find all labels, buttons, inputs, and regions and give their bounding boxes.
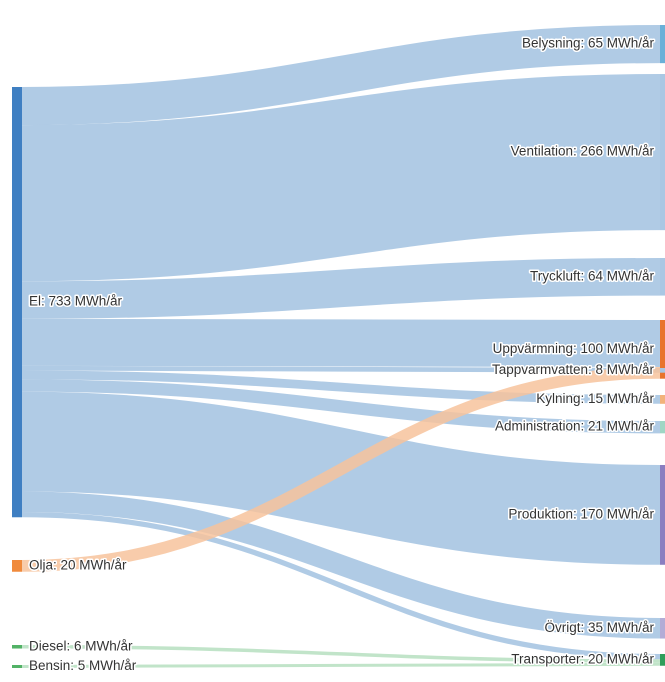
label-belysning: Belysning: 65 MWh/år: [522, 36, 655, 51]
node-administration: [660, 421, 665, 434]
link-bensin-transporter: [21, 662, 661, 668]
label-el: El: 733 MWh/år: [29, 294, 123, 309]
label-kylning: Kylning: 15 MWh/år: [536, 391, 654, 406]
links-layer: [21, 25, 661, 668]
label-produktion: Produktion: 170 MWh/år: [508, 506, 654, 521]
node-transporter: [660, 654, 665, 666]
label-bensin: Bensin: 5 MWh/år: [29, 658, 137, 673]
node-el: [12, 87, 22, 518]
node-uppvarmning: [660, 320, 665, 379]
node-olja: [12, 560, 22, 572]
node-bensin: [12, 665, 22, 668]
node-belysning: [660, 25, 665, 64]
link-el-belysning: [21, 25, 661, 126]
label-ovrigt: Övrigt: 35 MWh/år: [544, 620, 654, 635]
link-el-ovrigt: [21, 491, 661, 639]
nodes-layer: [12, 25, 665, 668]
label-tryckluft: Tryckluft: 64 MWh/år: [530, 268, 655, 283]
label-administration: Administration: 21 MWh/år: [495, 419, 655, 434]
node-diesel: [12, 645, 22, 649]
labels-layer: El: 733 MWh/år Olja: 20 MWh/år Diesel: 6 M…: [28, 34, 657, 674]
node-kylning: [660, 395, 665, 404]
node-tappvarmvatten: [660, 368, 665, 373]
link-diesel-transporter: [21, 645, 661, 663]
label-tappvarmvatten: Tappvarmvatten: 8 MWh/år: [492, 362, 655, 377]
label-transporter: Transporter: 20 MWh/år: [511, 651, 654, 666]
link-el-uppvarmning: [21, 318, 661, 367]
link-el-administration: [21, 379, 661, 434]
label-uppvarmning: Uppvärmning: 100 MWh/år: [493, 341, 655, 356]
label-ventilation: Ventilation: 266 MWh/år: [511, 144, 655, 159]
link-el-ventilation: [21, 74, 661, 282]
node-ovrigt: [660, 618, 665, 639]
node-produktion: [660, 465, 665, 565]
link-el-tappvarmvatten: [21, 365, 661, 373]
link-el-produktion: [21, 391, 661, 565]
label-olja: Olja: 20 MWh/år: [29, 557, 127, 572]
node-tryckluft: [660, 258, 665, 296]
link-el-transporter: [21, 511, 661, 660]
node-ventilation: [660, 74, 665, 231]
link-el-kylning: [21, 370, 661, 404]
label-diesel: Diesel: 6 MWh/år: [29, 638, 133, 653]
link-olja-uppvarmning: [21, 366, 661, 572]
link-el-tryckluft: [21, 258, 661, 319]
